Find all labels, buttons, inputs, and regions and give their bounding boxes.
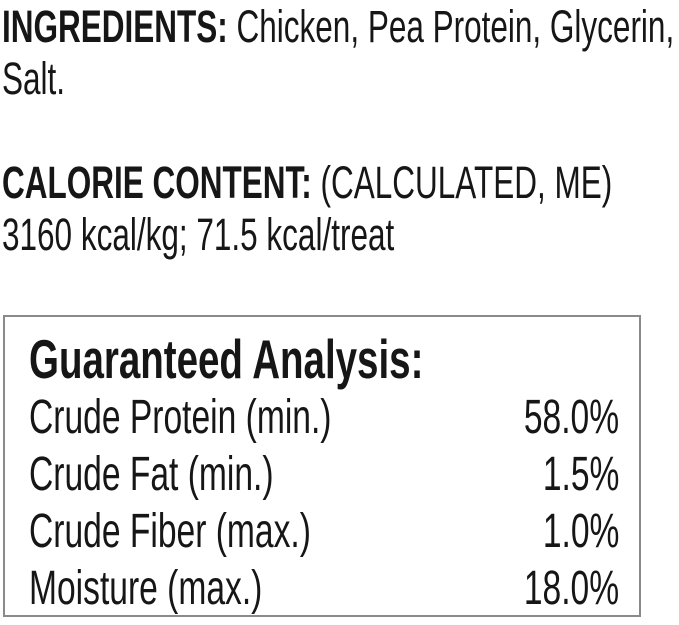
guaranteed-analysis-box: Guaranteed Analysis: Crude Protein (min.… xyxy=(3,315,641,617)
calorie-content-method: (CALCULATED, ME) xyxy=(311,157,613,208)
guaranteed-analysis-heading: Guaranteed Analysis: xyxy=(29,328,424,390)
ingredients-line-1: INGREDIENTS: Chicken, Pea Protein, Glyce… xyxy=(2,1,674,53)
analysis-row-moisture: Moisture (max.) 18.0% xyxy=(29,560,619,617)
analysis-row-value: 1.5% xyxy=(542,448,619,501)
ingredients-text: Chicken, Pea Protein, Glycerin, xyxy=(227,1,675,52)
analysis-row-crude-fat: Crude Fat (min.) 1.5% xyxy=(29,446,619,503)
analysis-row-crude-fiber: Crude Fiber (max.) 1.0% xyxy=(29,503,619,560)
analysis-row-value: 1.0% xyxy=(542,505,619,558)
analysis-row-value: 58.0% xyxy=(523,391,619,444)
calorie-content-values: 3160 kcal/kg; 71.5 kcal/treat xyxy=(2,209,395,260)
analysis-row-crude-protein: Crude Protein (min.) 58.0% xyxy=(29,389,619,446)
calorie-content-label: CALORIE CONTENT: xyxy=(2,157,312,208)
analysis-row-label: Crude Fat (min.) xyxy=(29,448,274,501)
analysis-row-label: Crude Protein (min.) xyxy=(29,391,332,444)
analysis-row-label: Crude Fiber (max.) xyxy=(29,505,311,558)
ingredients-label: INGREDIENTS: xyxy=(2,1,228,52)
calorie-line-1: CALORIE CONTENT: (CALCULATED, ME) xyxy=(2,157,612,209)
calorie-content-section: CALORIE CONTENT: (CALCULATED, ME) 3160 k… xyxy=(2,157,679,261)
ingredients-section: INGREDIENTS: Chicken, Pea Protein, Glyce… xyxy=(2,1,679,105)
ingredients-line-2: Salt. xyxy=(2,53,66,104)
analysis-row-label: Moisture (max.) xyxy=(29,562,263,615)
analysis-row-value: 18.0% xyxy=(523,562,619,615)
